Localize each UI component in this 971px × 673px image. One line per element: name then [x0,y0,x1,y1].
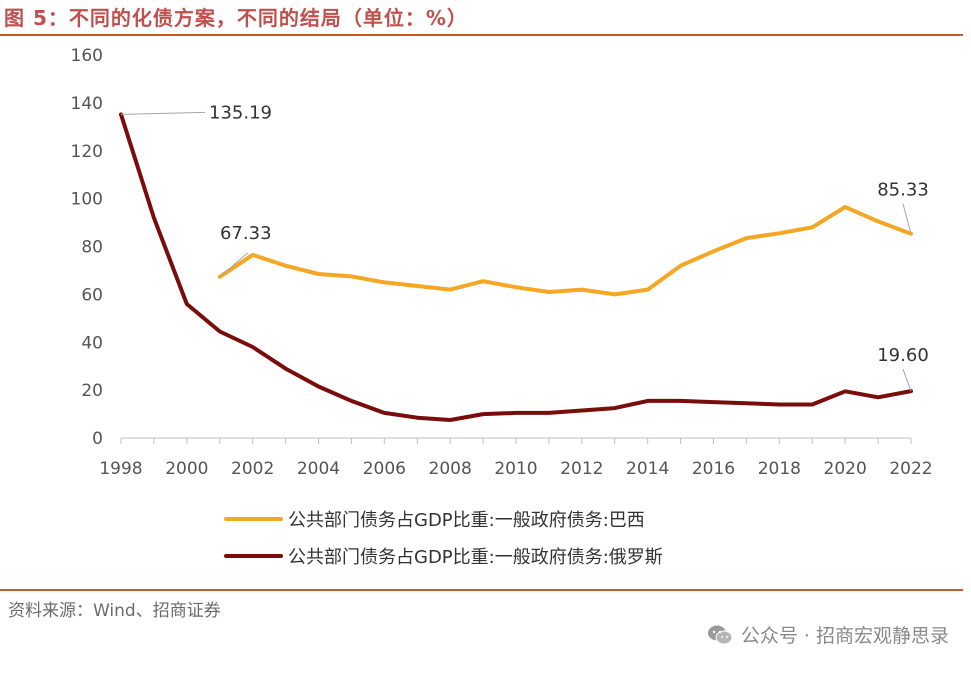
y-tick-label: 60 [81,285,103,305]
figure-title: 图 5：不同的化债方案，不同的结局（单位：%） [4,6,468,30]
x-tick-label: 2020 [824,459,867,479]
y-tick-label: 20 [81,381,103,401]
x-tick-label: 1998 [99,459,142,479]
annotation-leader [120,111,206,115]
x-tick-label: 2004 [297,459,340,479]
legend-label-1: 公共部门债务占GDP比重:一般政府债务:俄罗斯 [288,547,663,568]
series-line-1 [119,112,913,422]
legend-label-0: 公共部门债务占GDP比重:一般政府债务:巴西 [288,510,645,531]
data-label: 67.33 [220,223,272,244]
x-tick-label: 2014 [626,459,669,479]
series-line-0 [217,205,913,297]
watermark: 公众号 · 招商宏观静思录 [707,621,949,648]
source-note: 资料来源：Wind、招商证券 [8,601,221,621]
annotation-leader [902,203,912,234]
line-chart: 1998 2000 2002 2004 2006 2008 2010 2012 2014 2016… [71,46,933,568]
x-tick-label: 2010 [494,459,537,479]
y-tick-label: 100 [71,190,103,210]
x-tick-label: 2018 [758,459,801,479]
annotation-leader [219,252,249,278]
y-tick-label: 80 [81,238,103,258]
x-tick-label: 2008 [429,459,472,479]
x-tick-label: 2012 [560,459,603,479]
x-tick-label: 2006 [363,459,406,479]
y-tick-label: 160 [71,46,103,66]
watermark-text: 公众号 · 招商宏观静思录 [740,625,949,647]
annotation-leader [902,368,912,392]
y-tick-label: 40 [81,333,103,353]
data-label: 19.60 [877,345,929,366]
x-tick-label: 2016 [692,459,735,479]
x-tick-label: 2000 [165,459,208,479]
bottom-divider [0,589,963,591]
x-tick-label: 2022 [889,459,932,479]
data-label: 135.19 [209,102,272,123]
x-tick-label: 2002 [231,459,274,479]
data-label: 85.33 [877,180,929,201]
y-tick-label: 140 [71,94,103,114]
top-divider [0,34,963,36]
y-tick-label: 120 [71,142,103,162]
wechat-icon [707,625,733,644]
y-tick-label: 0 [92,429,103,449]
